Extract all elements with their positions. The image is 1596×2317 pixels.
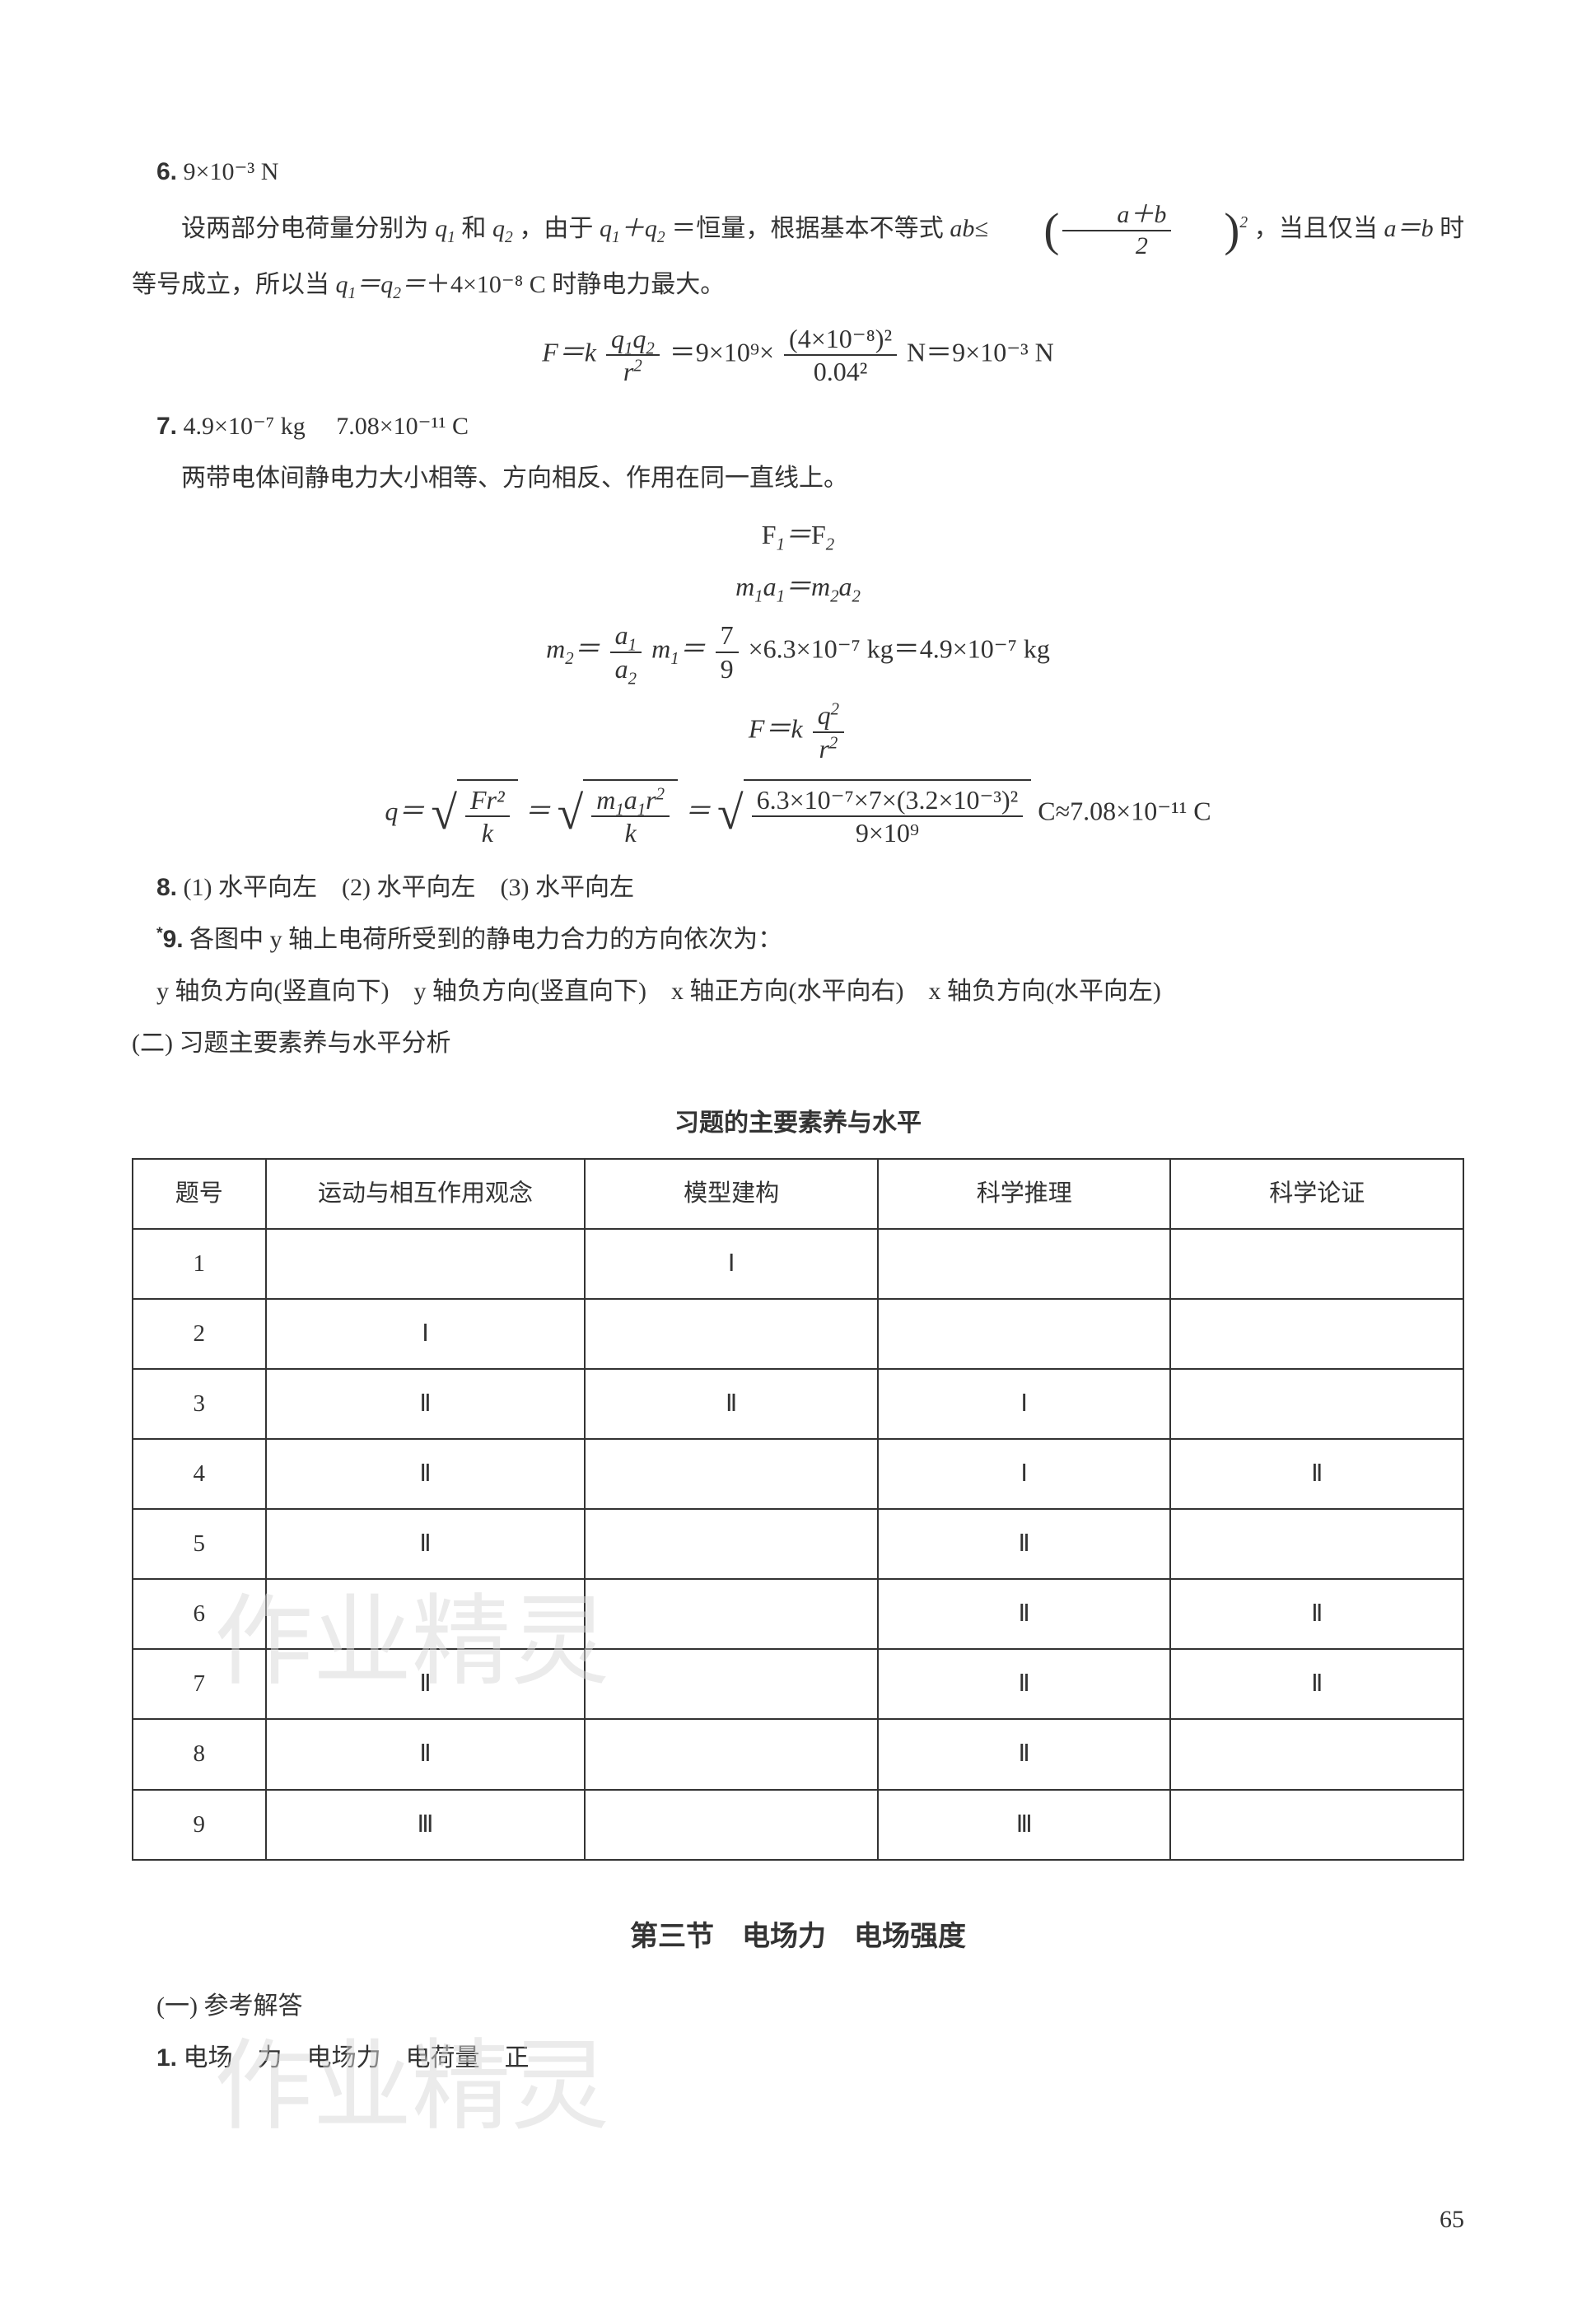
th-3: 科学推理 bbox=[878, 1159, 1171, 1229]
th-2: 模型建构 bbox=[585, 1159, 878, 1229]
q6-explain: 设两部分电荷量分别为 q1 和 q2 ，由于 q1＋q2 ＝恒量，根据基本不等式… bbox=[132, 200, 1464, 308]
table-row: 4ⅡⅠⅡ bbox=[133, 1439, 1463, 1509]
q7-text1: 两带电体间静电力大小相等、方向相反、作用在同一直线上。 bbox=[132, 455, 1464, 502]
subsection-2-label: (二) 习题主要素养与水平分析 bbox=[132, 1020, 1464, 1067]
s3-q1-content: 电场 力 电场力 电荷量 正 bbox=[184, 2044, 530, 2072]
q6-t1: 设两部分电荷量分别为 bbox=[181, 215, 435, 242]
q7-eq4: F＝k q2r2 bbox=[132, 699, 1464, 764]
table-title: 习题的主要素养与水平 bbox=[132, 1100, 1464, 1147]
q6-q2: q2 bbox=[492, 215, 513, 242]
q6-q1: q1 bbox=[435, 215, 455, 242]
q7-ans1: 4.9×10⁻⁷ kg bbox=[184, 413, 306, 440]
s3-q1-label: 1. bbox=[156, 2044, 177, 2072]
th-0: 题号 bbox=[133, 1159, 266, 1229]
q7-label: 7. bbox=[156, 413, 177, 440]
table-row: 5ⅡⅡ bbox=[133, 1509, 1463, 1579]
q9-line1: *9. 各图中 y 轴上电荷所受到的静电力合力的方向依次为： bbox=[132, 916, 1464, 963]
q7-eq5: q＝ √Fr²k ＝ √m1a1r2k ＝ √6.3×10⁻⁷×7×(3.2×1… bbox=[132, 779, 1464, 849]
table-body: 1Ⅰ 2Ⅰ 3ⅡⅡⅠ 4ⅡⅠⅡ 5ⅡⅡ 6ⅡⅡ 7ⅡⅡⅡ 8ⅡⅡ 9ⅢⅢ bbox=[133, 1229, 1463, 1860]
q6-t3: ，由于 bbox=[519, 215, 600, 242]
q6-t4: ＝恒量，根据基本不等式 bbox=[671, 215, 950, 242]
section-3-title: 第三节 电场力 电场强度 bbox=[132, 1910, 1464, 1964]
competency-table: 题号 运动与相互作用观念 模型建构 科学推理 科学论证 1Ⅰ 2Ⅰ 3ⅡⅡⅠ 4… bbox=[132, 1158, 1464, 1861]
q7-ans2: 7.08×10⁻¹¹ C bbox=[336, 413, 469, 440]
q6-answer: 9×10⁻³ N bbox=[184, 158, 279, 185]
q7-eq2: m1a1＝m2a2 bbox=[132, 568, 1464, 605]
q6-label: 6. bbox=[156, 158, 177, 185]
q8-label: 8. bbox=[156, 874, 177, 901]
table-row: 7ⅡⅡⅡ bbox=[133, 1649, 1463, 1719]
th-1: 运动与相互作用观念 bbox=[266, 1159, 586, 1229]
q6-t2: 和 bbox=[461, 215, 492, 242]
q6-answer-line: 6. 9×10⁻³ N bbox=[132, 148, 1464, 195]
th-4: 科学论证 bbox=[1170, 1159, 1463, 1229]
q6-q1plusq2: q1＋q2 bbox=[600, 215, 665, 242]
table-row: 8ⅡⅡ bbox=[133, 1719, 1463, 1789]
q8-content: (1) 水平向左 (2) 水平向左 (3) 水平向左 bbox=[184, 874, 634, 901]
q9-label: 9. bbox=[163, 926, 184, 953]
q6-t5: ，当且仅当 bbox=[1254, 215, 1384, 242]
table-row: 6ⅡⅡ bbox=[133, 1579, 1463, 1649]
table-row: 9ⅢⅢ bbox=[133, 1790, 1463, 1860]
table-row: 1Ⅰ bbox=[133, 1229, 1463, 1299]
table-row: 3ⅡⅡⅠ bbox=[133, 1369, 1463, 1439]
q6-t7: C 时静电力最大。 bbox=[530, 271, 726, 298]
q7-eq1: F1＝F2 bbox=[132, 516, 1464, 554]
q8-line: 8. (1) 水平向左 (2) 水平向左 (3) 水平向左 bbox=[132, 864, 1464, 911]
q9-line2: y 轴负方向(竖直向下) y 轴负方向(竖直向下) x 轴正方向(水平向右) x… bbox=[132, 968, 1464, 1015]
section3-sub1: (一) 参考解答 bbox=[132, 1983, 1464, 2030]
table-header-row: 题号 运动与相互作用观念 模型建构 科学推理 科学论证 bbox=[133, 1159, 1463, 1229]
q7-answer-line: 7. 4.9×10⁻⁷ kg 7.08×10⁻¹¹ C bbox=[132, 403, 1464, 450]
page-container: 6. 9×10⁻³ N 设两部分电荷量分别为 q1 和 q2 ，由于 q1＋q2… bbox=[0, 0, 1596, 2317]
q6-formula: F＝k q1q2r2 ＝9×10⁹× (4×10⁻⁸)²0.04² N＝9×10… bbox=[132, 323, 1464, 388]
section3-q1: 1. 电场 力 电场力 电荷量 正 bbox=[132, 2034, 1464, 2081]
q7-eq3: m2＝ a1a2 m1＝ 79 ×6.3×10⁻⁷ kg＝4.9×10⁻⁷ kg bbox=[132, 619, 1464, 684]
table-row: 2Ⅰ bbox=[133, 1299, 1463, 1369]
q6-ineq: ab≤ (a＋b2)2 bbox=[950, 215, 1253, 242]
q9-text1: 各图中 y 轴上电荷所受到的静电力合力的方向依次为： bbox=[189, 926, 782, 953]
page-number: 65 bbox=[1440, 2196, 1464, 2243]
q6-aeqb: a＝b bbox=[1384, 215, 1433, 242]
q6-q1q2val: q1＝q2＝＋4×10⁻⁸ bbox=[336, 271, 524, 298]
q9-star: * bbox=[156, 924, 163, 942]
